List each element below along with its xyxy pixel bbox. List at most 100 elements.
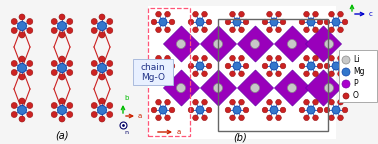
Circle shape bbox=[27, 70, 33, 75]
Circle shape bbox=[99, 32, 105, 38]
Circle shape bbox=[304, 27, 309, 33]
Circle shape bbox=[329, 11, 334, 17]
Circle shape bbox=[151, 107, 157, 113]
Circle shape bbox=[324, 39, 333, 49]
Circle shape bbox=[165, 11, 170, 17]
Polygon shape bbox=[274, 70, 310, 106]
Circle shape bbox=[276, 55, 281, 61]
Circle shape bbox=[243, 63, 249, 69]
Circle shape bbox=[19, 14, 25, 20]
Circle shape bbox=[98, 106, 107, 114]
Circle shape bbox=[329, 115, 334, 121]
Circle shape bbox=[67, 18, 73, 24]
Circle shape bbox=[239, 11, 244, 17]
Circle shape bbox=[11, 60, 17, 67]
Circle shape bbox=[267, 11, 272, 17]
Text: (b): (b) bbox=[233, 132, 247, 142]
Circle shape bbox=[67, 70, 73, 75]
Circle shape bbox=[19, 98, 25, 104]
Circle shape bbox=[196, 106, 204, 114]
Bar bbox=[339, 50, 377, 102]
Circle shape bbox=[267, 99, 272, 105]
Text: chain: chain bbox=[141, 62, 165, 72]
Circle shape bbox=[156, 55, 161, 61]
Circle shape bbox=[206, 19, 212, 25]
Circle shape bbox=[342, 63, 348, 69]
Polygon shape bbox=[164, 70, 200, 106]
Circle shape bbox=[156, 11, 161, 17]
Circle shape bbox=[51, 18, 57, 24]
Circle shape bbox=[214, 39, 223, 49]
Circle shape bbox=[270, 106, 278, 114]
Circle shape bbox=[202, 115, 207, 121]
Circle shape bbox=[230, 99, 235, 105]
Circle shape bbox=[276, 11, 281, 17]
Circle shape bbox=[243, 107, 249, 113]
Circle shape bbox=[159, 106, 167, 114]
Circle shape bbox=[313, 11, 318, 17]
Circle shape bbox=[202, 55, 207, 61]
Circle shape bbox=[243, 19, 249, 25]
Circle shape bbox=[202, 11, 207, 17]
Circle shape bbox=[193, 99, 198, 105]
Text: Mg-O: Mg-O bbox=[141, 72, 165, 82]
Circle shape bbox=[317, 107, 323, 113]
Circle shape bbox=[165, 71, 170, 77]
Circle shape bbox=[107, 60, 113, 67]
Circle shape bbox=[307, 62, 315, 70]
Polygon shape bbox=[164, 26, 200, 62]
Circle shape bbox=[304, 99, 309, 105]
Circle shape bbox=[169, 107, 175, 113]
Circle shape bbox=[324, 63, 330, 69]
Circle shape bbox=[342, 56, 350, 64]
Circle shape bbox=[91, 28, 97, 34]
Circle shape bbox=[230, 27, 235, 33]
Circle shape bbox=[59, 116, 65, 122]
Circle shape bbox=[169, 63, 175, 69]
Circle shape bbox=[51, 103, 57, 108]
Polygon shape bbox=[237, 70, 274, 106]
Text: b: b bbox=[124, 95, 129, 101]
Polygon shape bbox=[200, 26, 237, 62]
Circle shape bbox=[270, 18, 278, 26]
Circle shape bbox=[11, 70, 17, 75]
Circle shape bbox=[202, 71, 207, 77]
Circle shape bbox=[67, 60, 73, 67]
Circle shape bbox=[343, 93, 349, 99]
Text: P: P bbox=[353, 79, 358, 89]
Circle shape bbox=[332, 18, 340, 26]
Circle shape bbox=[17, 64, 26, 72]
Circle shape bbox=[59, 98, 65, 104]
Circle shape bbox=[188, 107, 194, 113]
Circle shape bbox=[165, 27, 170, 33]
Circle shape bbox=[324, 19, 330, 25]
Bar bbox=[148, 6, 336, 139]
Circle shape bbox=[159, 18, 167, 26]
Circle shape bbox=[57, 106, 67, 114]
Circle shape bbox=[304, 71, 309, 77]
Circle shape bbox=[159, 62, 167, 70]
Circle shape bbox=[276, 71, 281, 77]
Circle shape bbox=[156, 99, 161, 105]
Circle shape bbox=[99, 98, 105, 104]
Circle shape bbox=[329, 55, 334, 61]
Circle shape bbox=[304, 11, 309, 17]
Circle shape bbox=[324, 107, 330, 113]
Circle shape bbox=[233, 106, 241, 114]
Circle shape bbox=[91, 18, 97, 24]
Circle shape bbox=[177, 84, 186, 92]
Circle shape bbox=[267, 27, 272, 33]
Circle shape bbox=[270, 62, 278, 70]
Circle shape bbox=[267, 71, 272, 77]
Text: n: n bbox=[124, 130, 128, 135]
Text: Li: Li bbox=[353, 55, 359, 65]
Circle shape bbox=[332, 106, 340, 114]
Circle shape bbox=[91, 103, 97, 108]
Circle shape bbox=[193, 27, 198, 33]
Circle shape bbox=[288, 84, 296, 92]
Circle shape bbox=[338, 11, 343, 17]
Circle shape bbox=[99, 74, 105, 80]
Circle shape bbox=[267, 115, 272, 121]
Circle shape bbox=[193, 55, 198, 61]
Bar bbox=[218, 19, 328, 131]
